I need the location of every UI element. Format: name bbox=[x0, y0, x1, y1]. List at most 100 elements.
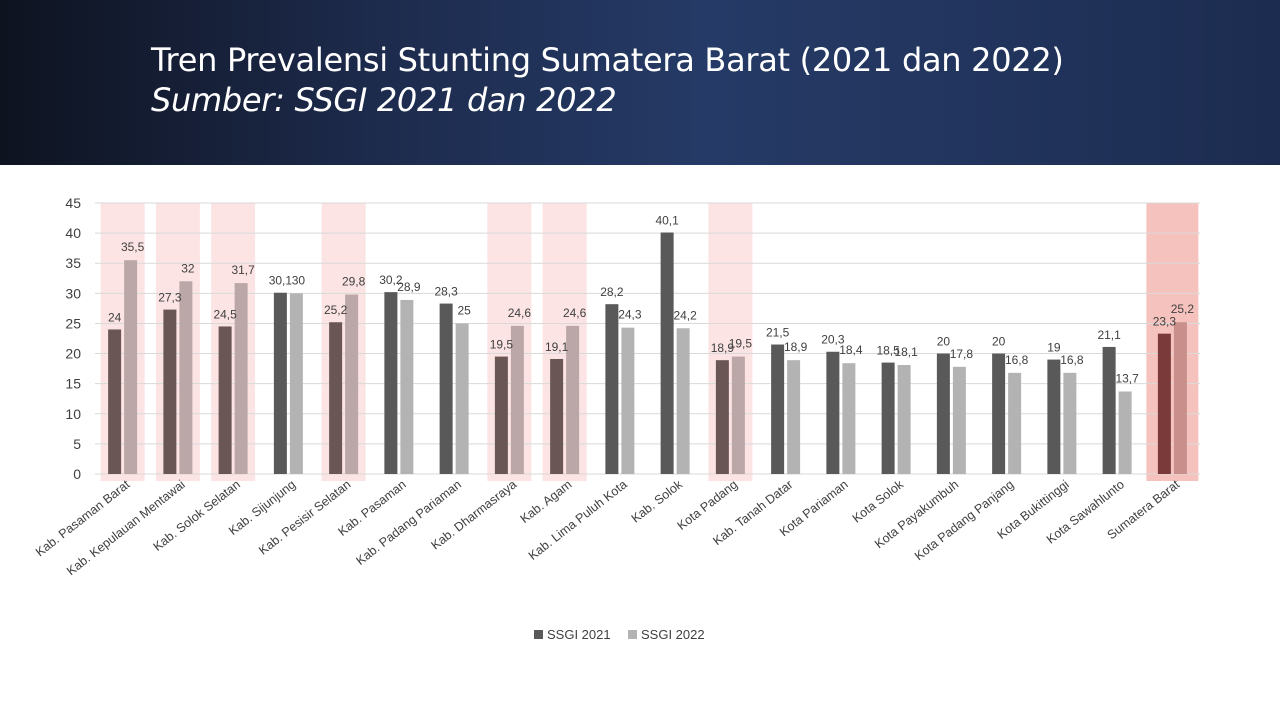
bar-ssgi-2021 bbox=[163, 309, 177, 474]
y-tick-label: 25 bbox=[65, 315, 81, 331]
x-category-label: Kota Padang Panjang bbox=[912, 477, 1017, 563]
bar-ssgi-2021 bbox=[1157, 333, 1171, 474]
y-tick-label: 0 bbox=[73, 466, 81, 482]
bar-ssgi-2022 bbox=[621, 327, 635, 474]
x-category-label: Kab. Solok bbox=[629, 477, 686, 526]
data-label-ssgi-2022: 17,8 bbox=[950, 347, 974, 361]
bar-ssgi-2021 bbox=[384, 292, 398, 474]
bar-ssgi-2021 bbox=[660, 232, 674, 474]
bar-ssgi-2021 bbox=[329, 322, 343, 474]
x-category-label: Kab. Pasaman Barat bbox=[33, 477, 133, 559]
bar-ssgi-2021 bbox=[992, 353, 1006, 474]
data-label-ssgi-2021: 18,9 bbox=[711, 341, 735, 355]
data-label-ssgi-2022: 24,6 bbox=[508, 306, 532, 320]
data-label-ssgi-2021: 19 bbox=[1047, 341, 1061, 355]
y-tick-label: 35 bbox=[65, 255, 81, 271]
legend-label: SSGI 2022 bbox=[641, 627, 705, 642]
x-category-label: Kab. Pesisir Selatan bbox=[256, 477, 353, 557]
y-tick-label: 45 bbox=[65, 195, 81, 211]
data-label-ssgi-2022: 30 bbox=[292, 273, 306, 287]
data-label-ssgi-2021: 20,3 bbox=[821, 333, 845, 347]
data-label-ssgi-2022: 32 bbox=[181, 261, 195, 275]
y-tick-label: 15 bbox=[65, 376, 81, 392]
data-label-ssgi-2022: 31,7 bbox=[231, 263, 255, 277]
data-label-ssgi-2021: 19,5 bbox=[490, 338, 514, 352]
title-banner: Tren Prevalensi Stunting Sumatera Barat … bbox=[0, 0, 1280, 165]
bar-ssgi-2022 bbox=[566, 325, 580, 474]
highlight-band bbox=[100, 203, 145, 481]
bar-ssgi-2021 bbox=[550, 358, 564, 474]
highlight-band bbox=[321, 203, 366, 481]
bar-ssgi-2022 bbox=[179, 281, 193, 474]
page-subtitle: Sumber: SSGI 2021 dan 2022 bbox=[151, 81, 617, 119]
highlight-band bbox=[155, 203, 200, 481]
data-label-ssgi-2022: 24,3 bbox=[618, 308, 642, 322]
y-tick-label: 30 bbox=[65, 285, 81, 301]
data-label-ssgi-2022: 25 bbox=[457, 303, 471, 317]
bar-ssgi-2021 bbox=[108, 329, 122, 474]
data-label-ssgi-2021: 30,2 bbox=[379, 273, 403, 287]
data-label-ssgi-2021: 25,2 bbox=[324, 303, 348, 317]
data-label-ssgi-2021: 30,1 bbox=[269, 274, 293, 288]
bar-ssgi-2022 bbox=[787, 360, 801, 474]
data-label-ssgi-2022: 18,1 bbox=[894, 345, 918, 359]
data-label-ssgi-2021: 28,2 bbox=[600, 285, 624, 299]
data-label-ssgi-2022: 16,8 bbox=[1005, 353, 1029, 367]
x-category-label: Kab. Padang Pariaman bbox=[353, 477, 464, 568]
bar-ssgi-2022 bbox=[124, 260, 138, 474]
bar-ssgi-2021 bbox=[881, 362, 895, 474]
bar-ssgi-2021 bbox=[494, 356, 508, 474]
data-label-ssgi-2022: 19,5 bbox=[729, 337, 753, 351]
data-label-ssgi-2021: 18,5 bbox=[876, 344, 900, 358]
bar-ssgi-2021 bbox=[826, 351, 840, 474]
highlight-band bbox=[211, 203, 256, 481]
highlight-band bbox=[1146, 203, 1199, 481]
x-category-label: Kab. Lima Puluh Kota bbox=[526, 477, 630, 563]
bar-chart: 0 5 10 15 20 25 30 35 40 45 24 35,5 27,3 32 24,5 31,7 3… bbox=[33, 195, 1200, 642]
bar-ssgi-2022 bbox=[897, 364, 911, 474]
bar-ssgi-2022 bbox=[1008, 372, 1022, 474]
page-title: Tren Prevalensi Stunting Sumatera Barat … bbox=[151, 41, 1064, 79]
bar-ssgi-2021 bbox=[1047, 359, 1061, 474]
bar-ssgi-2021 bbox=[771, 344, 785, 474]
highlight-band bbox=[487, 203, 532, 481]
data-label-ssgi-2022: 18,4 bbox=[839, 343, 863, 357]
data-label-ssgi-2021: 28,3 bbox=[434, 285, 458, 299]
bar-ssgi-2021 bbox=[218, 326, 232, 474]
data-label-ssgi-2022: 25,2 bbox=[1171, 302, 1195, 316]
data-label-ssgi-2022: 29,8 bbox=[342, 275, 366, 289]
bar-ssgi-2022 bbox=[1118, 391, 1132, 474]
bar-ssgi-2022 bbox=[455, 323, 469, 474]
bar-ssgi-2022 bbox=[234, 283, 248, 474]
bar-ssgi-2022 bbox=[1063, 372, 1077, 474]
bar-ssgi-2021 bbox=[439, 303, 453, 474]
y-tick-label: 10 bbox=[65, 406, 81, 422]
bar-ssgi-2022 bbox=[345, 294, 359, 474]
data-label-ssgi-2021: 21,5 bbox=[766, 326, 790, 340]
legend-swatch bbox=[534, 630, 543, 639]
bar-ssgi-2021 bbox=[1102, 346, 1116, 474]
data-label-ssgi-2021: 23,3 bbox=[1153, 315, 1177, 329]
highlight-band bbox=[708, 203, 753, 481]
y-tick-label: 20 bbox=[65, 346, 81, 362]
data-label-ssgi-2022: 28,9 bbox=[397, 280, 421, 294]
data-label-ssgi-2022: 18,9 bbox=[784, 340, 808, 354]
data-label-ssgi-2022: 13,7 bbox=[1115, 371, 1139, 385]
bar-ssgi-2022 bbox=[952, 366, 966, 474]
data-label-ssgi-2021: 24 bbox=[108, 310, 122, 324]
bar-ssgi-2022 bbox=[842, 363, 856, 474]
bar-ssgi-2021 bbox=[273, 292, 287, 474]
bar-ssgi-2021 bbox=[715, 360, 729, 474]
data-label-ssgi-2022: 24,6 bbox=[563, 306, 587, 320]
data-label-ssgi-2021: 27,3 bbox=[158, 291, 182, 305]
bar-ssgi-2021 bbox=[936, 353, 950, 474]
data-label-ssgi-2021: 40,1 bbox=[655, 214, 679, 228]
data-label-ssgi-2021: 21,1 bbox=[1097, 328, 1121, 342]
data-label-ssgi-2022: 24,2 bbox=[673, 308, 697, 322]
data-label-ssgi-2021: 20 bbox=[937, 335, 951, 349]
x-category-label: Kota Solok bbox=[850, 477, 907, 526]
bar-ssgi-2022 bbox=[731, 356, 745, 474]
x-category-label: Kab. Agam bbox=[518, 477, 575, 526]
bar-ssgi-2022 bbox=[510, 325, 524, 474]
bar-ssgi-2022 bbox=[1173, 322, 1187, 474]
